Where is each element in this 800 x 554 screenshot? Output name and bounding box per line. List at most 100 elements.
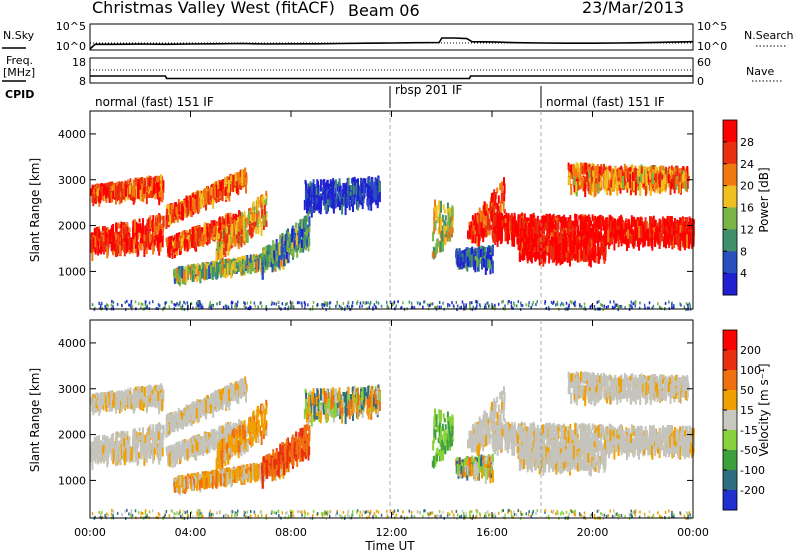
power-echo	[451, 212, 454, 221]
power-echo	[110, 225, 113, 232]
power-echo	[311, 182, 314, 195]
power-echo	[198, 193, 201, 200]
power-echo	[179, 266, 182, 277]
power-echo	[235, 225, 238, 235]
power-echo	[212, 220, 215, 228]
power-echo	[663, 168, 665, 176]
power-echo	[468, 225, 471, 239]
power-echo	[580, 240, 583, 248]
power-echo	[549, 245, 552, 257]
power-echo	[291, 245, 293, 256]
power-echo	[240, 220, 243, 235]
power-echo	[190, 233, 193, 242]
power-echo	[306, 189, 309, 201]
power-echo	[325, 192, 328, 202]
power-echo	[670, 224, 673, 230]
power-echo	[206, 223, 209, 229]
power-echo	[434, 199, 436, 208]
power-echo	[432, 231, 435, 242]
power-echo	[492, 229, 495, 243]
power-echo	[264, 199, 266, 208]
power-echo	[167, 236, 170, 250]
frequency-series-line	[90, 75, 693, 80]
power-echo	[490, 202, 493, 208]
power-echo	[610, 175, 613, 188]
power-echo	[681, 217, 684, 232]
power-echo	[239, 260, 242, 266]
power-echo	[666, 170, 669, 177]
power-echo	[528, 227, 531, 236]
power-echo	[126, 179, 129, 185]
power-echo	[115, 239, 118, 249]
power-echo	[223, 229, 226, 242]
power-echo	[575, 214, 578, 221]
power-echo	[329, 179, 332, 188]
power-echo	[332, 188, 335, 197]
power-echo	[279, 245, 282, 253]
date-label: 23/Mar/2013	[582, 0, 685, 17]
freq-label: Freq.	[6, 54, 34, 67]
power-echo	[609, 166, 612, 181]
power-echo	[329, 198, 332, 205]
power-echo	[541, 215, 544, 225]
power-echo	[544, 241, 547, 246]
power-echo	[190, 265, 193, 277]
power-echo	[656, 228, 659, 240]
power-echo	[149, 232, 151, 243]
power-echo	[235, 213, 237, 227]
power-echo	[215, 267, 218, 280]
power-echo	[295, 245, 298, 253]
power-echo	[196, 232, 199, 243]
power-echo	[557, 236, 560, 244]
power-echo	[121, 188, 124, 200]
power-echo	[593, 250, 596, 257]
power-echo	[92, 193, 95, 207]
power-echo	[243, 211, 246, 220]
power-echo	[160, 174, 162, 184]
power-echo	[173, 237, 175, 242]
freq-ytick-bottom: 8	[79, 75, 86, 88]
power-echo	[238, 215, 241, 228]
noise-y2tick-top: 10^5	[697, 20, 727, 33]
power-echo	[211, 266, 214, 280]
power-echo	[304, 217, 307, 230]
power-echo	[522, 219, 525, 225]
power-echo	[691, 235, 693, 249]
power-echo	[666, 215, 669, 221]
power-echo	[539, 222, 542, 233]
power-echo	[298, 230, 301, 244]
power-echo	[284, 233, 287, 241]
power-echo	[249, 254, 252, 263]
power-echo	[102, 188, 105, 196]
power-echo	[555, 252, 558, 266]
power-echo	[545, 238, 548, 247]
nave-label: Nave	[746, 65, 775, 78]
power-echo	[308, 186, 311, 200]
power-echo	[443, 209, 446, 214]
power-echo	[143, 191, 146, 199]
power-echo	[262, 196, 265, 205]
power-echo	[635, 219, 638, 228]
power-echo	[352, 177, 354, 186]
power-echo	[116, 190, 118, 201]
power-echo	[623, 237, 626, 243]
power-echo	[651, 230, 654, 237]
power-echo	[138, 218, 141, 223]
power-echo	[593, 183, 596, 198]
power-echo	[647, 228, 649, 241]
power-echo	[188, 238, 191, 249]
power-echo	[157, 182, 160, 192]
power-echo	[355, 190, 358, 204]
power-echo	[251, 227, 254, 237]
power-echo	[198, 201, 201, 213]
power-echo	[289, 233, 292, 247]
noise-ytick-top: 10^5	[56, 20, 86, 33]
power-echo	[157, 222, 160, 231]
power-echo	[330, 202, 333, 209]
power-echo	[280, 251, 283, 261]
power-echo	[633, 235, 636, 247]
power-echo	[265, 221, 268, 228]
power-echo	[650, 217, 653, 224]
power-echo	[307, 197, 310, 205]
power-echo	[511, 235, 514, 247]
